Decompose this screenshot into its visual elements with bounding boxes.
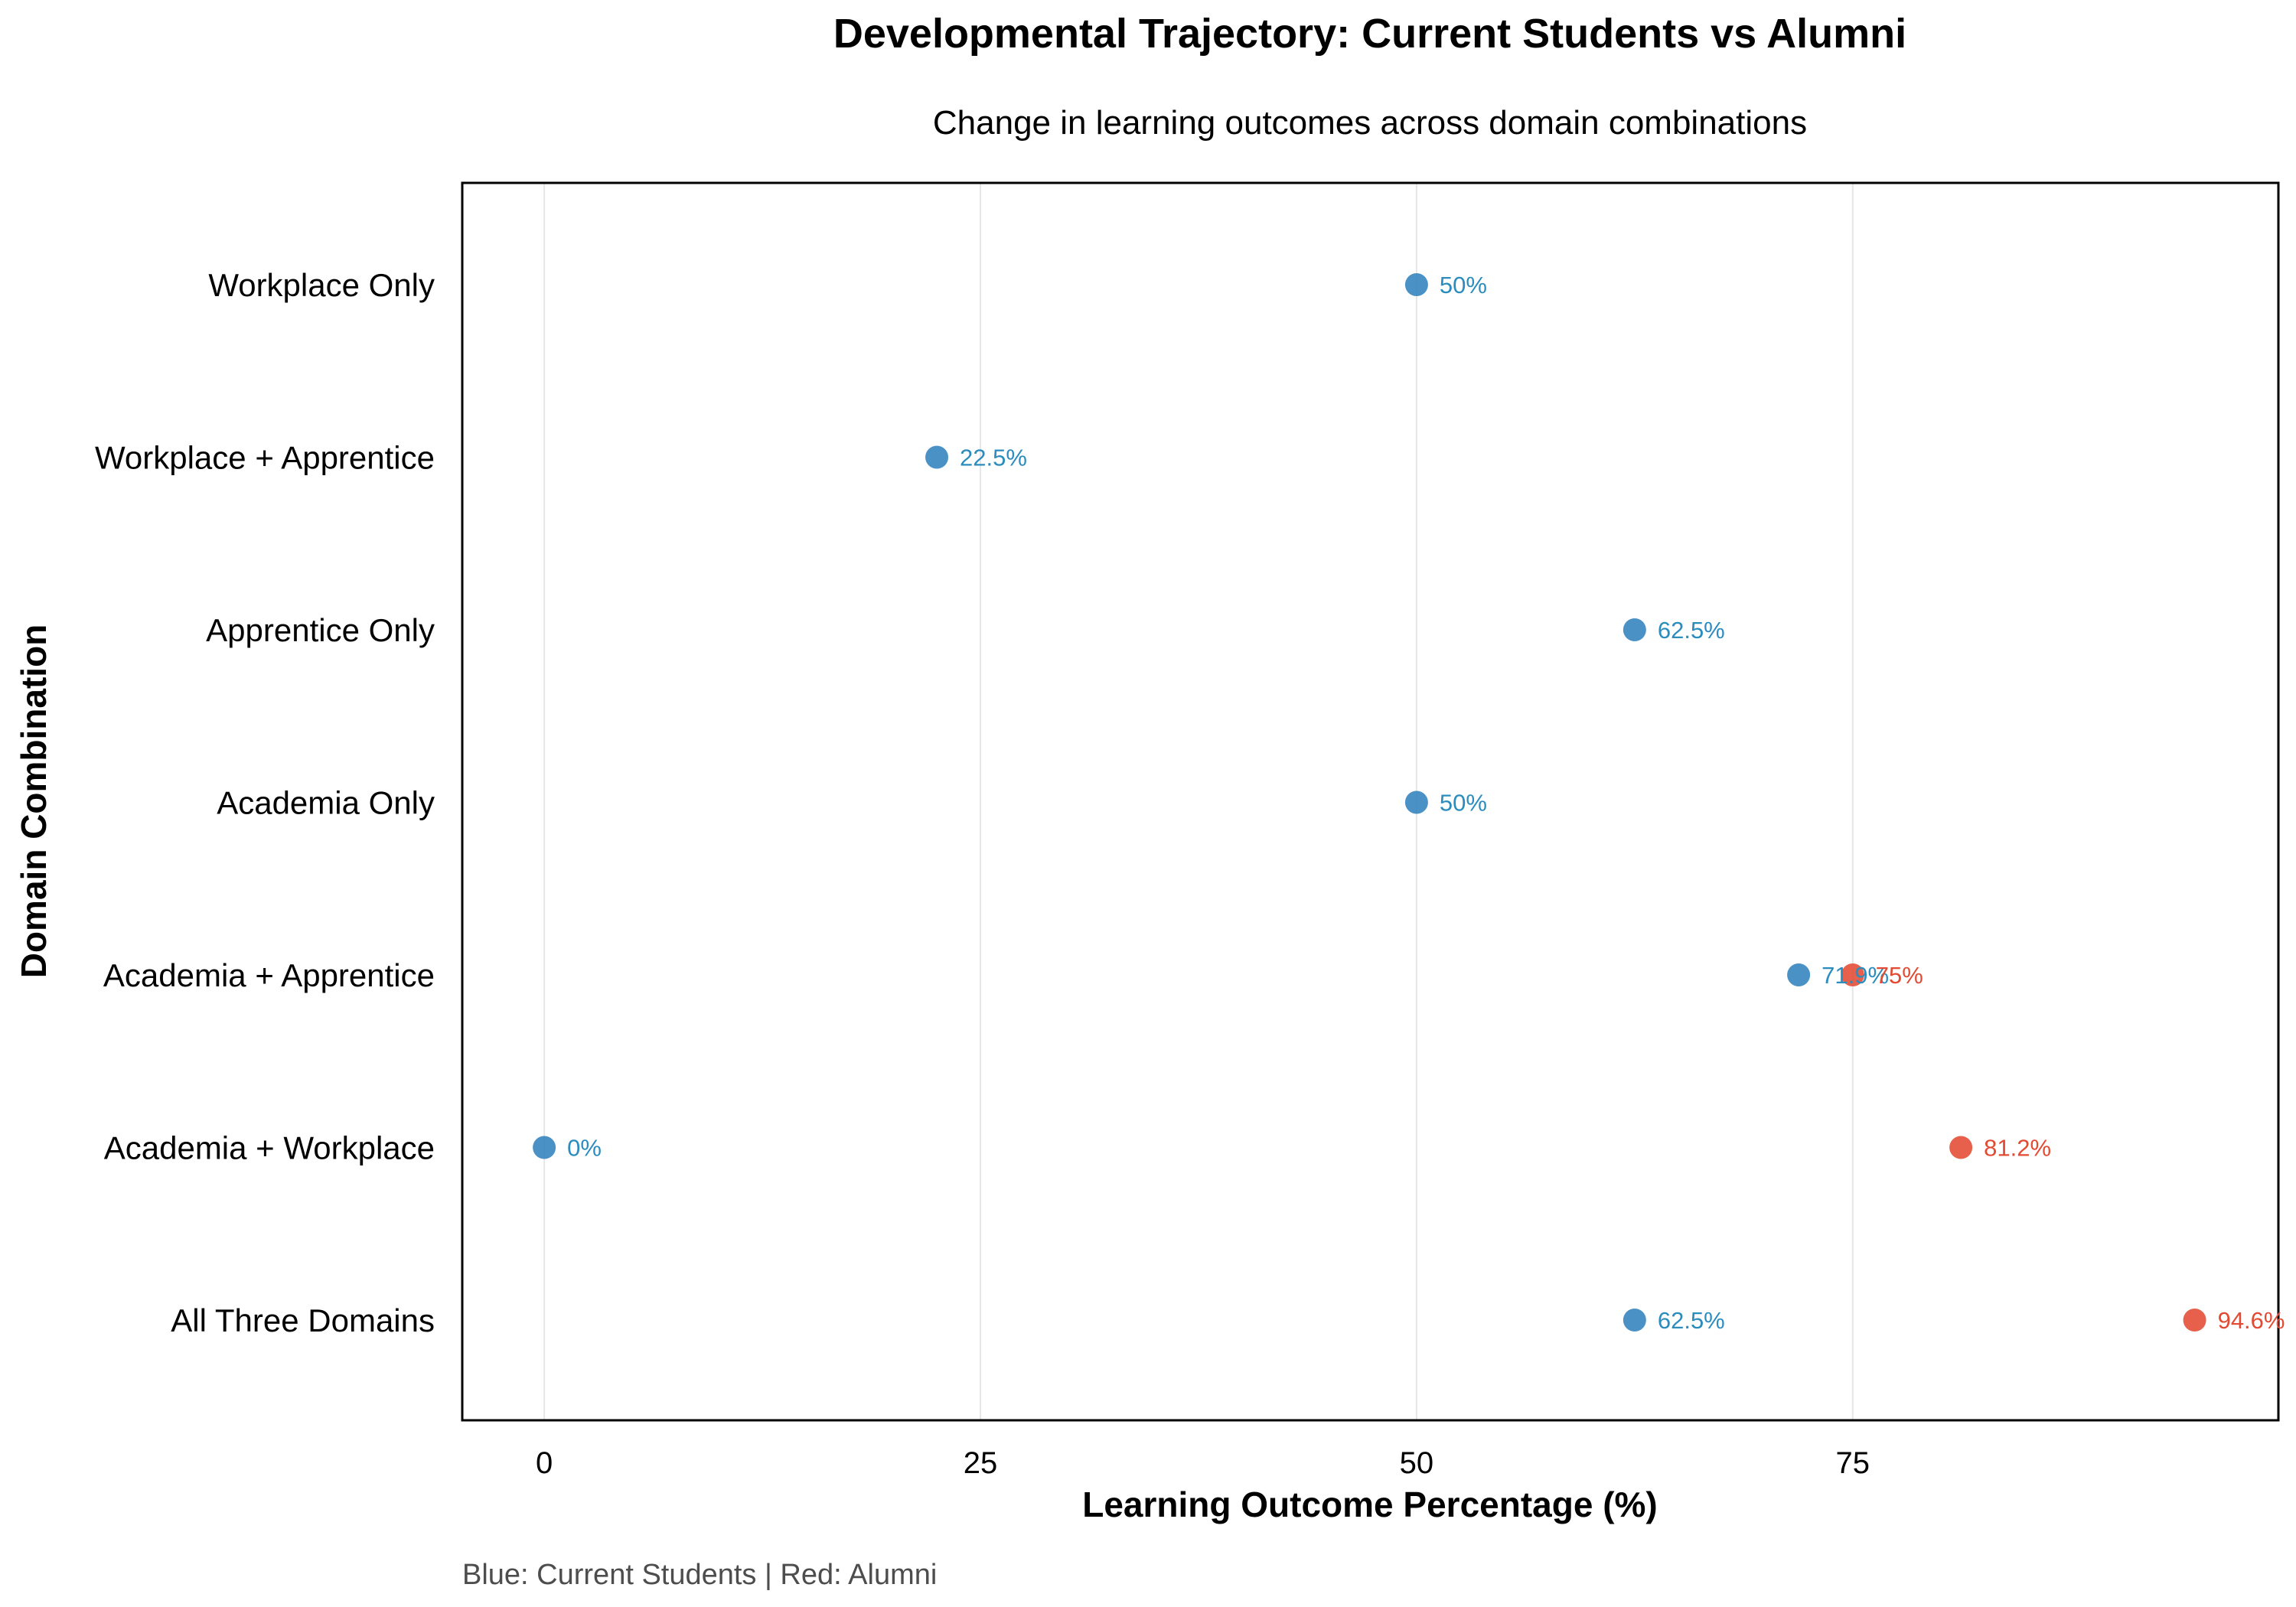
data-points <box>533 273 2206 1332</box>
data-label: 62.5% <box>1658 617 1725 644</box>
data-point <box>925 445 949 469</box>
data-point <box>1404 790 1428 814</box>
data-point <box>1404 273 1428 296</box>
x-tick-label: 25 <box>964 1446 998 1480</box>
data-label: 75% <box>1876 962 1923 989</box>
data-point <box>2183 1309 2206 1332</box>
data-label: 71.9% <box>1821 962 1889 989</box>
data-label: 81.2% <box>1984 1135 2051 1162</box>
x-tick-label: 75 <box>1836 1446 1870 1480</box>
category-label: Apprentice Only <box>206 612 435 648</box>
data-point <box>1949 1136 1973 1159</box>
chart-caption: Blue: Current Students | Red: Alumni <box>462 1559 937 1591</box>
data-label: 94.6% <box>2218 1307 2285 1334</box>
data-labels: 50% 22.5% 62.5% 50% 71.9% 0% 62.5% 75% 81.2% 94.6… <box>567 272 2285 1334</box>
chart-subtitle: Change in learning outcomes across domai… <box>933 104 1807 142</box>
category-label: Academia Only <box>217 785 435 821</box>
data-label: 0% <box>567 1135 602 1162</box>
x-tick-label: 50 <box>1400 1446 1434 1480</box>
x-tick-labels: 0 25 50 75 <box>536 1446 1870 1480</box>
y-axis-title: Domain Combination <box>14 624 54 979</box>
category-label: Workplace Only <box>208 267 435 303</box>
x-axis-title: Learning Outcome Percentage (%) <box>1082 1485 1658 1524</box>
data-point <box>1787 963 1811 986</box>
data-point <box>1623 1309 1646 1332</box>
data-point <box>1841 963 1864 986</box>
plot-frame <box>461 181 2280 1422</box>
data-label: 22.5% <box>960 445 1027 471</box>
category-label: Workplace + Apprentice <box>95 440 435 476</box>
data-point <box>1623 618 1646 641</box>
category-label: All Three Domains <box>171 1302 435 1338</box>
gridlines <box>543 183 1854 1420</box>
chart-title: Developmental Trajectory: Current Studen… <box>833 11 1906 57</box>
data-label: 50% <box>1440 272 1487 298</box>
category-labels: Workplace Only Workplace + Apprentice Appr… <box>95 267 435 1338</box>
data-label: 50% <box>1440 790 1487 817</box>
x-tick-label: 0 <box>536 1446 553 1480</box>
category-label: Academia + Workplace <box>104 1130 435 1166</box>
category-label: Academia + Apprentice <box>103 957 435 993</box>
data-label: 62.5% <box>1658 1307 1725 1334</box>
data-point <box>533 1136 556 1159</box>
